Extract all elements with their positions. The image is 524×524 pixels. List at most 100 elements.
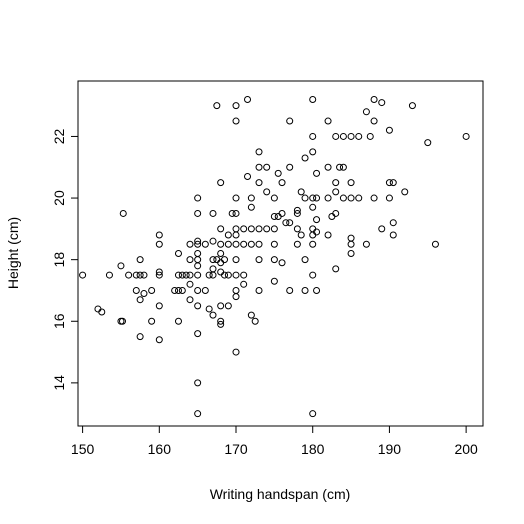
data-point (209, 237, 217, 245)
data-point (255, 240, 263, 248)
x-tick-label: 150 (71, 441, 95, 457)
data-point (194, 262, 202, 270)
data-point (224, 271, 232, 279)
data-point (247, 311, 255, 319)
data-point (385, 126, 393, 134)
data-point (118, 317, 126, 325)
data-point (347, 194, 355, 202)
data-point (263, 225, 271, 233)
data-point (217, 259, 225, 267)
data-point (232, 293, 240, 301)
data-point (209, 256, 217, 264)
data-point (155, 268, 163, 276)
data-point (274, 169, 282, 177)
data-point (309, 231, 317, 239)
data-point (186, 296, 194, 304)
data-point (251, 317, 259, 325)
data-point (293, 206, 301, 214)
data-point (297, 231, 305, 239)
data-point (313, 216, 321, 224)
data-point (79, 271, 87, 279)
data-point (194, 194, 202, 202)
data-point (228, 209, 236, 217)
data-point (286, 219, 294, 227)
data-point (282, 219, 290, 227)
data-point (194, 286, 202, 294)
data-point (136, 256, 144, 264)
data-point (301, 154, 309, 162)
data-point (270, 240, 278, 248)
data-point (347, 240, 355, 248)
data-point (209, 265, 217, 273)
data-point (336, 163, 344, 171)
data-point (155, 240, 163, 248)
data-point (270, 213, 278, 221)
data-point (194, 302, 202, 310)
data-point (424, 139, 432, 147)
data-point (186, 240, 194, 248)
data-point (301, 194, 309, 202)
data-point (155, 302, 163, 310)
data-point (255, 148, 263, 156)
data-point (313, 194, 321, 202)
data-point (255, 179, 263, 187)
data-point (119, 209, 127, 217)
data-point (309, 203, 317, 211)
data-point (389, 219, 397, 227)
data-point (178, 286, 186, 294)
data-point (309, 271, 317, 279)
data-point (186, 280, 194, 288)
data-point (385, 194, 393, 202)
data-point (178, 271, 186, 279)
y-axis-title: Height (cm) (5, 217, 21, 289)
data-point (224, 302, 232, 310)
data-point (213, 256, 221, 264)
data-point (313, 228, 321, 236)
data-point (274, 213, 282, 221)
data-point (194, 330, 202, 338)
data-point (232, 209, 240, 217)
x-axis: 150 160 170 180 190 200 (71, 425, 478, 457)
data-point (94, 305, 102, 313)
data-point (366, 132, 374, 140)
data-point (209, 311, 217, 319)
x-tick-label: 160 (148, 441, 172, 457)
data-point (244, 95, 252, 103)
data-point (232, 231, 240, 239)
data-point (286, 163, 294, 171)
data-point (221, 256, 229, 264)
data-point (132, 286, 140, 294)
y-tick-label: 14 (51, 375, 67, 391)
data-point (324, 194, 332, 202)
data-point (347, 234, 355, 242)
data-point (244, 172, 252, 180)
data-point (332, 132, 340, 140)
data-point (309, 410, 317, 418)
x-tick-label: 170 (224, 441, 248, 457)
data-point (385, 179, 393, 187)
data-point (462, 132, 470, 140)
data-point (98, 308, 106, 316)
data-point (431, 240, 439, 248)
data-point (270, 225, 278, 233)
data-point (232, 256, 240, 264)
data-point (370, 117, 378, 125)
data-point (378, 225, 386, 233)
data-point (224, 240, 232, 248)
data-point (217, 240, 225, 248)
data-point (332, 265, 340, 273)
x-tick-label: 200 (454, 441, 478, 457)
data-point (148, 286, 156, 294)
data-point (339, 194, 347, 202)
data-point (217, 320, 225, 328)
data-point (174, 250, 182, 257)
data-point (217, 302, 225, 310)
data-point (362, 108, 370, 116)
data-point (324, 163, 332, 171)
data-point (174, 317, 182, 325)
data-point (201, 286, 209, 294)
data-point (332, 188, 340, 196)
data-point (293, 209, 301, 217)
data-point (132, 271, 140, 279)
data-point (232, 271, 240, 279)
